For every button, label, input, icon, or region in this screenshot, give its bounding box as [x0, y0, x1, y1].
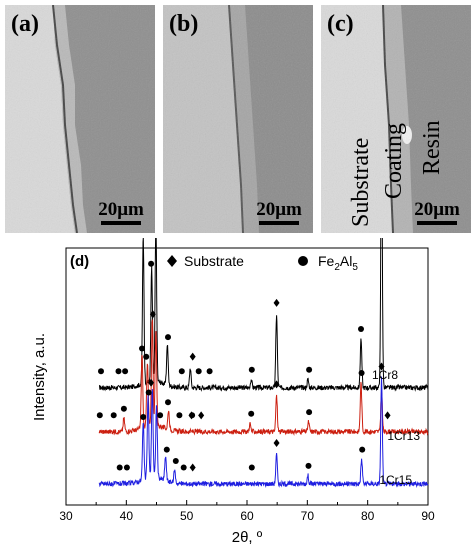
- scale-bar-b: 20μm: [253, 200, 305, 225]
- x-tick-label: 90: [421, 509, 435, 523]
- phase-marker-circle: [163, 446, 170, 453]
- legend-diamond-icon: [167, 255, 177, 267]
- chart-panel-label: (d): [70, 253, 89, 270]
- scale-bar-c-text: 20μm: [414, 199, 460, 220]
- phase-marker-circle: [248, 366, 255, 373]
- phase-marker-diamond: [188, 411, 195, 420]
- phase-marker-circle: [115, 368, 122, 375]
- phase-marker-diamond: [378, 362, 385, 371]
- phase-marker-circle: [248, 410, 255, 417]
- legend: Substrate Fe2Al5: [167, 253, 358, 273]
- phase-marker-circle: [306, 366, 313, 373]
- x-tick-label: 40: [120, 509, 134, 523]
- scale-bar-a-text: 20μm: [98, 199, 144, 220]
- phase-marker-diamond: [198, 411, 205, 420]
- phase-marker-circle: [305, 462, 312, 469]
- phase-marker-circle: [165, 334, 171, 341]
- phase-marker-circle: [172, 458, 179, 464]
- phase-marker-circle: [358, 326, 364, 332]
- y-axis-label: Intensity, a.u.: [31, 333, 48, 421]
- phase-marker-circle: [306, 409, 313, 416]
- legend-label-fe2al5: Fe2Al5: [318, 253, 358, 273]
- panel-label-a: (a): [11, 11, 39, 37]
- phase-marker-circle: [145, 389, 152, 396]
- series-line-1cr8: [99, 238, 429, 392]
- phase-marker-diamond: [384, 411, 391, 420]
- legend-label-substrate: Substrate: [184, 253, 244, 269]
- phase-marker-diamond: [273, 439, 280, 448]
- x-tick-label: 60: [240, 509, 254, 523]
- phase-marker-circle: [180, 464, 187, 471]
- phase-marker-circle: [96, 412, 103, 419]
- panel-label-b: (b): [169, 11, 199, 37]
- layer-label-coating: Coating: [381, 123, 407, 199]
- layer-label-substrate: Substrate: [348, 137, 374, 227]
- scale-bar-a: 20μm: [95, 200, 147, 225]
- phase-marker-circle: [122, 368, 129, 375]
- x-axis-label: 2θ, º: [232, 529, 263, 546]
- micrograph-panel-a: (a) 20μm: [5, 5, 155, 233]
- layer-label-resin: Resin: [419, 120, 445, 175]
- phase-marker-circle: [123, 464, 130, 471]
- series-layer: [98, 238, 429, 488]
- phase-marker-circle: [195, 368, 202, 375]
- phase-marker-circle: [206, 368, 213, 375]
- phase-marker-circle: [165, 399, 171, 406]
- series-line-1cr15: [98, 376, 429, 488]
- micrograph-b-image: [163, 5, 313, 233]
- panel-label-c: (c): [327, 11, 354, 37]
- phase-marker-circle: [116, 464, 123, 471]
- scale-bar-c: 20μm: [411, 200, 463, 225]
- phase-marker-diamond: [189, 352, 196, 361]
- phase-marker-circle: [157, 412, 164, 419]
- series-line-1cr13: [98, 319, 429, 436]
- phase-marker-circle: [148, 260, 155, 267]
- phase-marker-circle: [143, 353, 150, 360]
- phase-marker-circle: [359, 446, 366, 453]
- legend-circle-icon: [298, 256, 308, 266]
- phase-marker-circle: [178, 368, 185, 375]
- scale-bar-b-text: 20μm: [256, 199, 302, 220]
- micrograph-c-image: [321, 5, 471, 233]
- x-axis: 30 40 50 60 70 80 90: [59, 500, 435, 523]
- scale-bar-b-line: [259, 221, 299, 225]
- micrograph-panel-c: (c) Substrate Coating Resin 20μm: [321, 5, 471, 233]
- phase-marker-diamond: [148, 378, 155, 387]
- micrograph-a-image: [5, 5, 155, 233]
- phase-marker-circle: [140, 414, 147, 420]
- phase-marker-circle: [110, 412, 117, 419]
- phase-marker-circle: [98, 368, 104, 375]
- phase-marker-diamond: [273, 380, 280, 389]
- x-tick-label: 50: [180, 509, 194, 523]
- phase-marker-diamond: [189, 463, 196, 472]
- phase-marker-circle: [120, 405, 127, 412]
- series-label-1cr15: 1Cr15: [379, 473, 412, 487]
- phase-marker-diamond: [149, 310, 156, 319]
- phase-marker-circle: [248, 464, 255, 471]
- xrd-chart: (d) Substrate Fe2Al5 30 40 50 60 70 80 90 1Cr8…: [31, 238, 435, 546]
- micrograph-panel-b: (b) 20μm: [163, 5, 313, 233]
- series-label-1cr13: 1Cr13: [387, 429, 420, 443]
- x-tick-label: 70: [301, 509, 315, 523]
- phase-marker-circle: [176, 412, 183, 419]
- phase-marker-circle: [139, 345, 145, 352]
- x-tick-label: 80: [361, 509, 375, 523]
- phase-marker-diamond: [273, 298, 280, 307]
- series-label-1cr8: 1Cr8: [372, 368, 398, 382]
- marker-layer: [96, 260, 391, 472]
- x-tick-label: 30: [59, 509, 73, 523]
- scale-bar-a-line: [101, 221, 141, 225]
- phase-marker-circle: [358, 370, 365, 376]
- scale-bar-c-line: [417, 221, 457, 225]
